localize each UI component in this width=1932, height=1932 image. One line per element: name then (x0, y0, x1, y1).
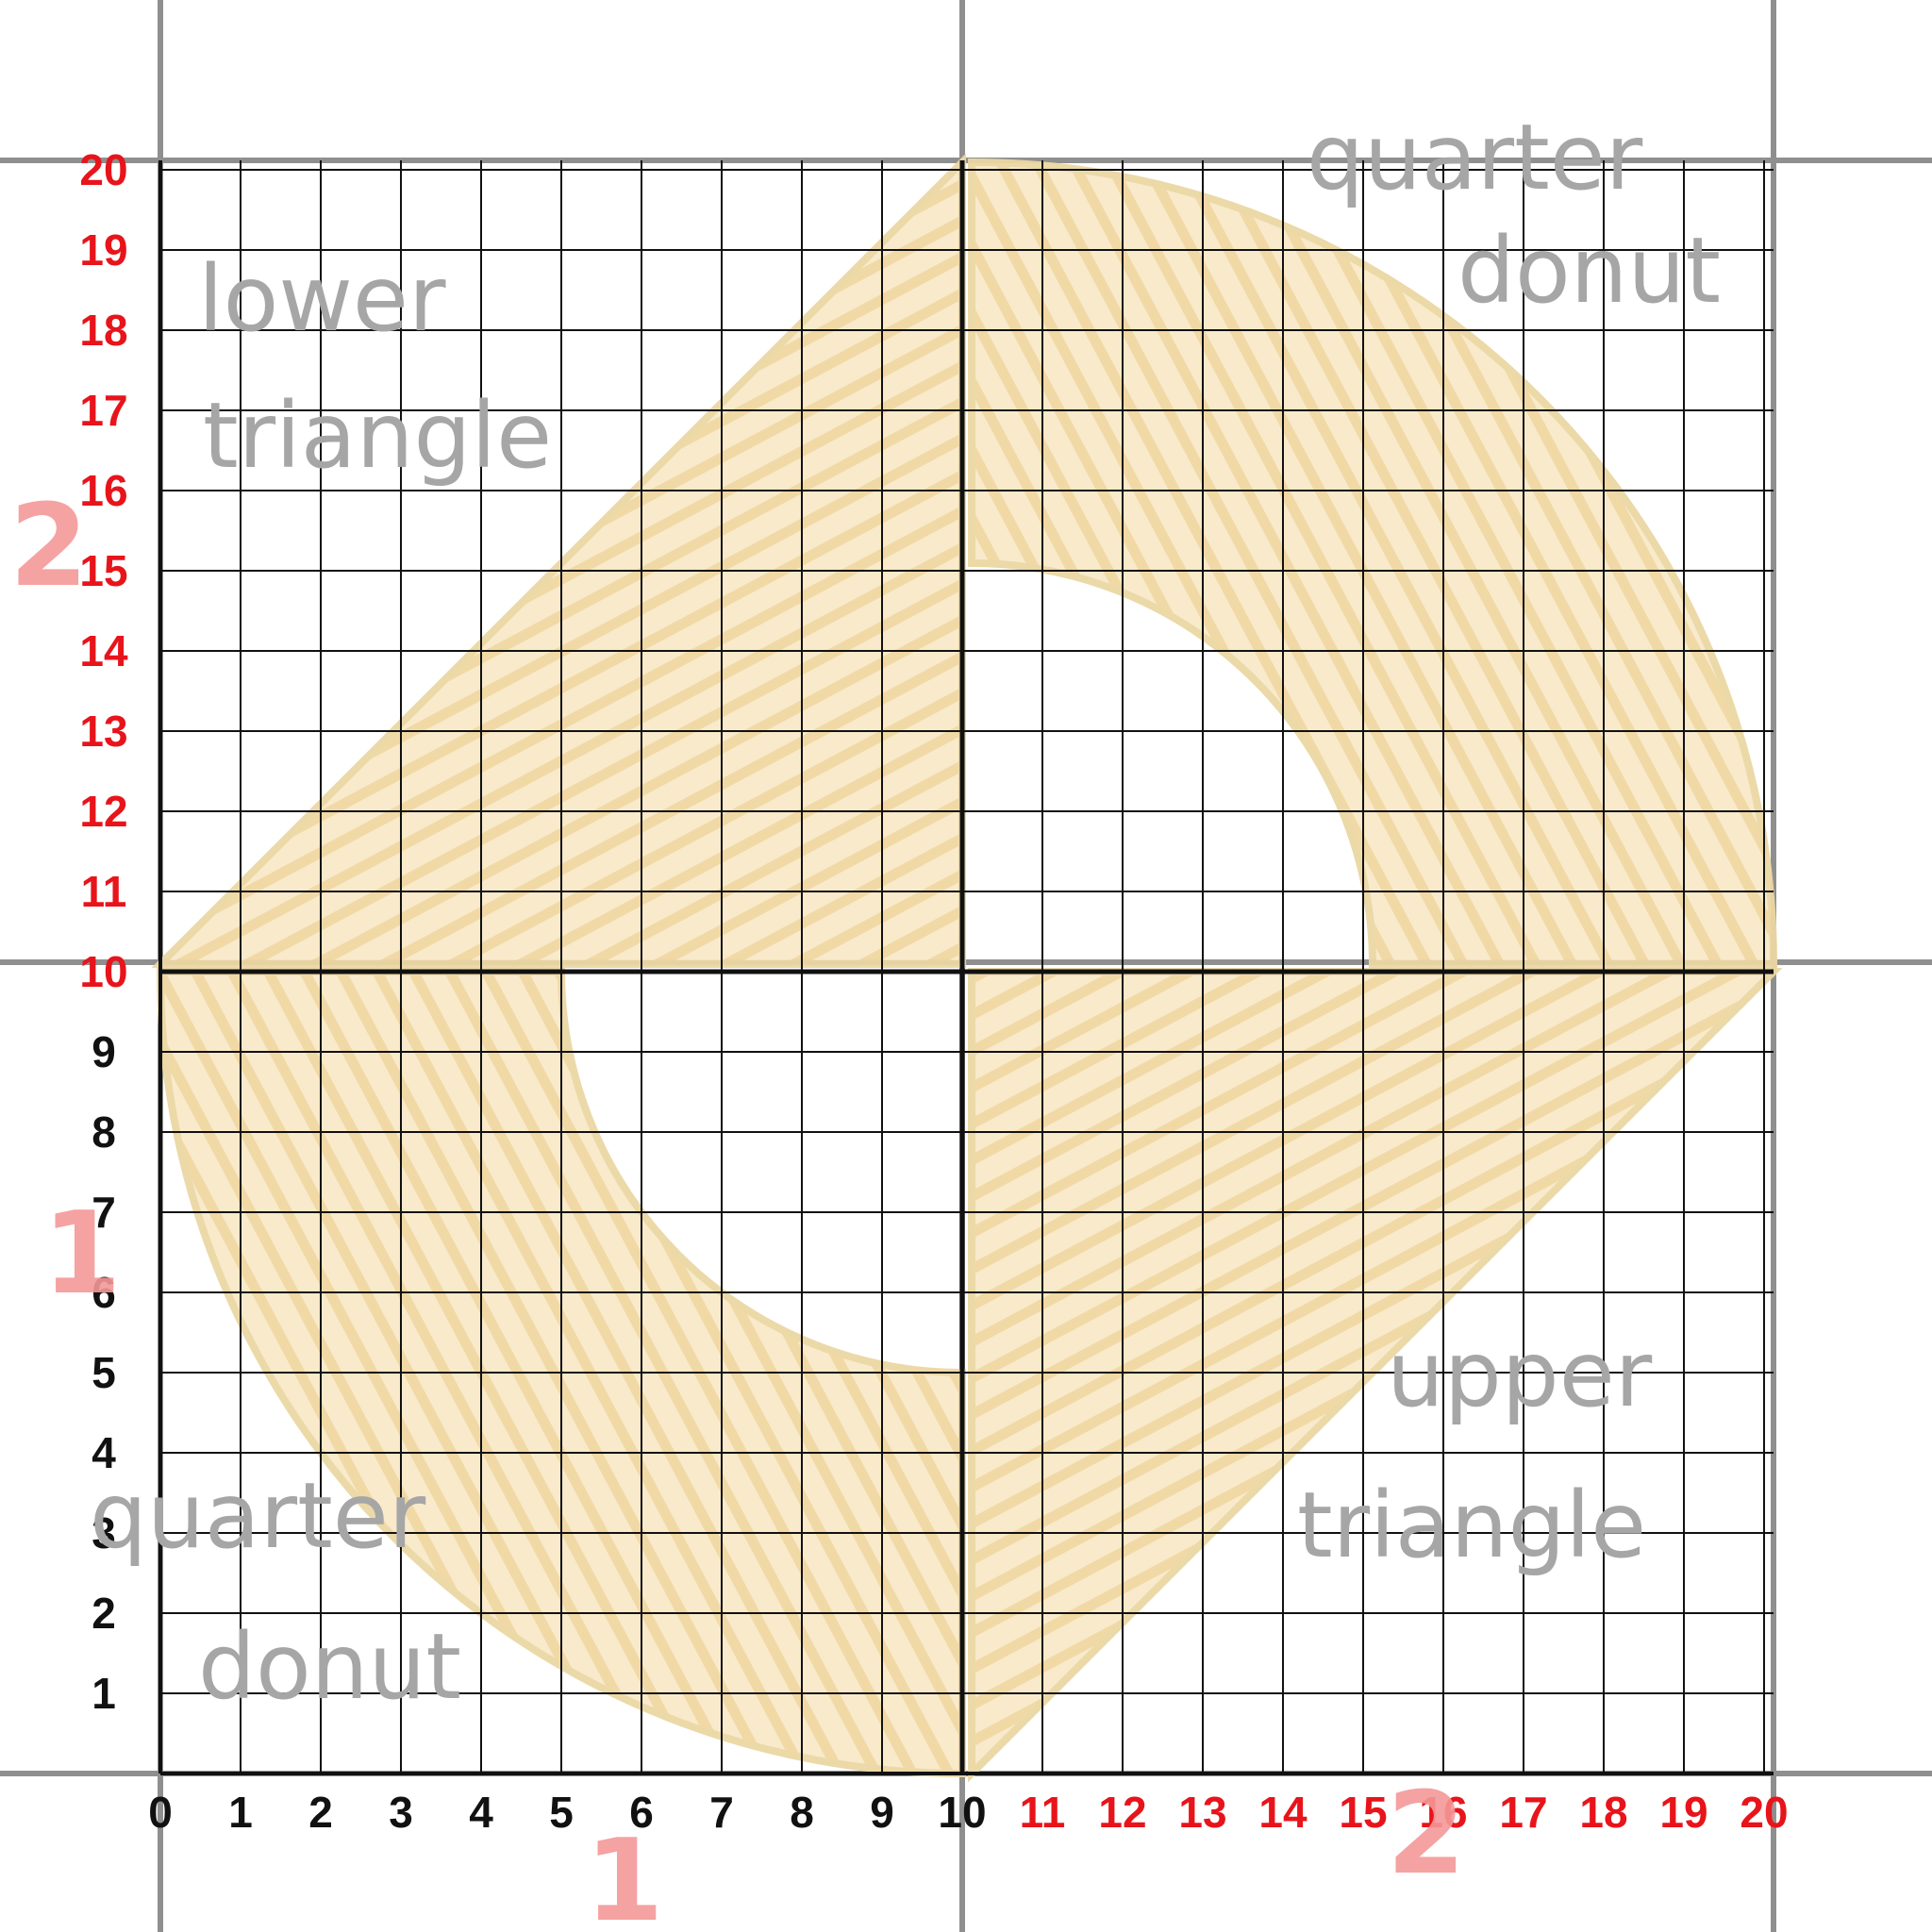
y-tick-label: 14 (79, 626, 128, 675)
x-tick-label: 13 (1178, 1788, 1226, 1837)
x-tick-label: 1 (228, 1788, 253, 1837)
x-tick-label: 18 (1579, 1788, 1627, 1837)
y-tick-label: 1 (92, 1669, 116, 1718)
x-marker-one: 1 (585, 1816, 664, 1932)
y-tick-label: 6 (92, 1268, 116, 1317)
x-tick-label: 20 (1740, 1788, 1788, 1837)
x-tick-label: 9 (870, 1788, 894, 1837)
x-tick-label: 10 (938, 1788, 986, 1837)
y-tick-label: 3 (92, 1508, 116, 1557)
x-tick-label: 5 (549, 1788, 574, 1837)
x-tick-label: 11 (1020, 1788, 1066, 1837)
axis-lines (158, 160, 1774, 1775)
y-tick-label: 18 (79, 306, 127, 355)
quarter-donut-top-right-shape (968, 158, 1778, 968)
y-tick-label: 9 (92, 1027, 116, 1076)
y-tick-label: 2 (92, 1589, 116, 1638)
shape-labels: lower triangle quarter donut quarter don… (90, 105, 1721, 1720)
label-upper-triangle: triangle (1297, 1473, 1646, 1578)
x-tick-label: 6 (629, 1788, 654, 1837)
x-tick-label: 19 (1659, 1788, 1707, 1837)
label-bottom-left-donut: donut (198, 1614, 461, 1720)
x-tick-label: 4 (469, 1788, 493, 1837)
x-tick-label: 14 (1258, 1788, 1307, 1837)
x-tick-label: 15 (1339, 1788, 1387, 1837)
x-tick-label: 2 (308, 1788, 333, 1837)
axis-markers: 1 2 1 2 (9, 481, 1466, 1932)
x-tick-label: 3 (389, 1788, 413, 1837)
x-tick-label: 17 (1499, 1788, 1547, 1837)
y-marker-two: 2 (9, 481, 89, 612)
y-tick-label: 13 (79, 707, 127, 756)
y-tick-label: 4 (92, 1428, 116, 1477)
label-lower-triangle: triangle (203, 383, 552, 489)
y-marker-one: 1 (42, 1189, 122, 1320)
label-top-right-donut: donut (1457, 218, 1721, 324)
label-upper: upper (1387, 1322, 1653, 1427)
x-axis-ticks: 0 1 2 3 4 5 6 7 8 9 10 11 12 13 14 15 16 17 18 19 20 (148, 1788, 1788, 1837)
y-tick-label: 5 (92, 1348, 116, 1397)
y-tick-label: 7 (92, 1188, 116, 1237)
y-tick-label: 11 (81, 867, 127, 916)
y-tick-label: 8 (92, 1108, 116, 1157)
label-top-right-quarter: quarter (1307, 105, 1643, 210)
y-tick-label: 20 (79, 145, 127, 194)
x-marker-two: 2 (1387, 1769, 1466, 1900)
y-tick-label: 12 (79, 787, 127, 836)
fine-grid (159, 160, 1774, 1774)
x-tick-label: 0 (148, 1788, 173, 1837)
y-tick-label: 19 (79, 225, 127, 275)
label-bottom-left-quarter: quarter (90, 1463, 426, 1569)
label-lower: lower (198, 246, 446, 352)
x-tick-label: 16 (1419, 1788, 1467, 1837)
x-tick-label: 7 (709, 1788, 734, 1837)
y-tick-label: 15 (79, 546, 127, 595)
y-tick-label: 10 (79, 947, 127, 996)
x-tick-label: 12 (1098, 1788, 1146, 1837)
x-tick-label: 8 (790, 1788, 814, 1837)
y-tick-label: 17 (79, 386, 127, 435)
y-tick-label: 16 (79, 466, 127, 515)
